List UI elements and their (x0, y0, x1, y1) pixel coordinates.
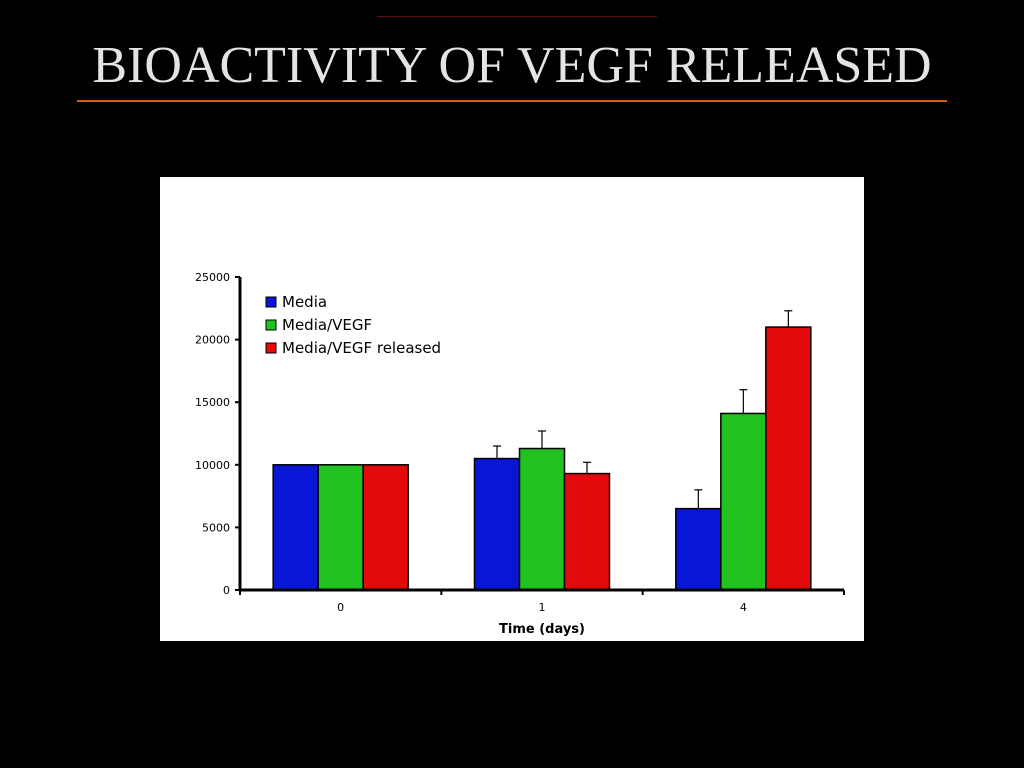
bar-media-vegf-1 (518, 447, 566, 591)
chart-axes (238, 277, 844, 592)
y-tick-label: 25000 (195, 271, 230, 284)
bar-media-vegf-0 (317, 464, 364, 591)
legend-swatch-0 (265, 296, 277, 308)
x-axis-ticks: 0 1 4 (239, 590, 845, 614)
y-tick-label: 0 (223, 584, 230, 597)
bar-media-0 (272, 464, 319, 591)
legend-swatch-2 (265, 342, 277, 354)
bar-media-1 (473, 457, 521, 591)
bar-media-vegf-released-1 (563, 472, 611, 591)
y-tick-label: 5000 (202, 521, 230, 534)
y-tick-label: 15000 (195, 396, 230, 409)
bar-media-vegf-released-0 (362, 464, 409, 591)
legend-swatch-1 (265, 319, 277, 331)
bar-media-4 (675, 507, 722, 591)
bar-media-vegf-released-4 (765, 326, 812, 591)
chart-legend: Media Media/VEGF Media/VEGF released (265, 293, 441, 357)
top-decorative-rule (377, 16, 657, 17)
title-underline (77, 100, 947, 102)
slide-title: BIOACTIVITY OF VEGF RELEASED (92, 37, 932, 94)
bar-media-vegf-4 (720, 412, 767, 591)
y-tick-label: 20000 (195, 334, 230, 347)
x-tick-label: 4 (740, 601, 747, 614)
y-axis-ticks: 0 5000 10000 15000 20000 25000 (195, 271, 240, 597)
bar-chart: Media Media/VEGF Media/VEGF released 0 5000… (195, 271, 845, 637)
x-tick-label: 0 (337, 601, 344, 614)
y-tick-label: 10000 (195, 459, 230, 472)
chart-bars (272, 326, 812, 591)
x-tick-label: 1 (539, 601, 546, 614)
chart-error-bars (493, 310, 793, 509)
legend-label-0: Media (282, 293, 327, 311)
legend-label-1: Media/VEGF (282, 316, 372, 334)
chart-panel: Media Media/VEGF Media/VEGF released 0 5000… (160, 177, 864, 641)
legend-label-2: Media/VEGF released (282, 339, 441, 357)
x-axis-title: Time (days) (499, 622, 585, 637)
